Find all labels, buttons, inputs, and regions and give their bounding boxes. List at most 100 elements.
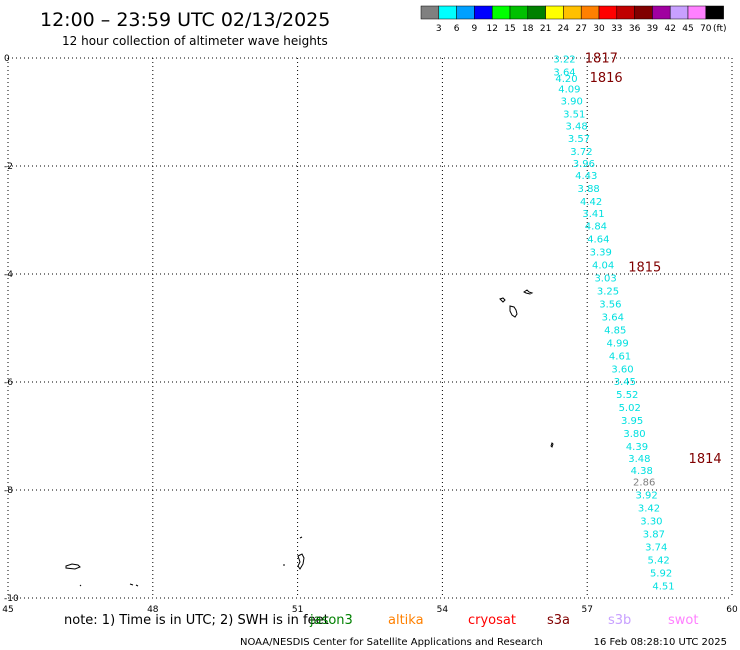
colorbar-swatch	[634, 5, 653, 20]
track-id-label: 1814	[689, 452, 722, 467]
wave-height-label: 3.88	[578, 184, 600, 195]
wave-height-label: 3.80	[623, 429, 645, 440]
wave-height-label: 3.60	[611, 364, 633, 375]
wave-height-label: 4.85	[604, 325, 626, 336]
wave-height-label: 3.64	[602, 312, 624, 323]
colorbar-tick-label: 27	[575, 24, 586, 34]
wave-height-label: 3.90	[561, 96, 583, 107]
y-tick-label: -2	[4, 162, 13, 172]
track-id-label: 1816	[590, 71, 623, 86]
colorbar-tick-label: 39	[647, 24, 659, 34]
island-aldabra	[65, 563, 81, 570]
colorbar-swatch	[545, 5, 564, 20]
colorbar-tick-label: 30	[593, 24, 605, 34]
satellite-legend-cryosat: cryosat	[468, 613, 516, 628]
wave-height-label: 3.22	[553, 54, 575, 65]
wave-height-label: 4.43	[575, 171, 597, 182]
island-assumption	[79, 584, 82, 587]
satellite-legend-swot: swot	[668, 613, 698, 628]
colorbar-swatch	[456, 5, 475, 20]
wave-height-label: 3.56	[599, 299, 621, 310]
wave-height-label: 5.92	[650, 568, 672, 579]
island-mahe	[509, 305, 518, 318]
map-subtitle: 12 hour collection of altimeter wave hei…	[62, 34, 328, 48]
coastlines	[65, 289, 554, 587]
x-tick-label: 60	[726, 605, 738, 615]
x-tick-label: 54	[437, 605, 449, 615]
colorbar-swatch	[598, 5, 618, 20]
y-tick-label: -8	[4, 486, 13, 496]
wave-height-label: 4.99	[607, 338, 629, 349]
wave-height-label: 4.38	[631, 466, 653, 477]
footer-timestamp: 16 Feb 08:28:10 UTC 2025	[594, 637, 727, 648]
satellite-legend: jason3 altika cryosat s3a s3b swot	[309, 613, 698, 628]
wave-height-label: 4.51	[652, 581, 674, 592]
satellite-legend-s3a: s3a	[547, 613, 570, 628]
track-id-label: 1817	[585, 51, 618, 66]
wave-height-label: 3.48	[628, 454, 650, 465]
island-providence	[299, 536, 303, 539]
wave-height-label: 3.96	[573, 159, 595, 170]
colorbar-tick-label: 6	[454, 24, 460, 34]
y-tick-label: -6	[4, 378, 13, 388]
colorbar-swatch	[563, 5, 582, 20]
colorbar-tick-label: 18	[522, 24, 534, 34]
colorbar-tick-label: 45	[682, 24, 693, 34]
colorbar-swatch	[491, 5, 511, 20]
colorbar-tick-label: 21	[540, 24, 551, 34]
wave-height-labels: 3.223.644.204.093.903.513.483.573.723.96…	[553, 54, 674, 592]
wave-height-label: 4.20	[555, 74, 577, 85]
wave-height-label: 4.84	[585, 222, 607, 233]
colorbar-tick-label: 33	[611, 24, 622, 34]
colorbar-swatch	[616, 5, 635, 20]
y-tick-label: 0	[4, 54, 10, 64]
island-platte	[550, 442, 554, 448]
wave-height-label: 3.92	[635, 491, 657, 502]
island-praslin	[499, 297, 506, 303]
wave-height-label: 3.51	[563, 109, 585, 120]
colorbar-tick-label: 3	[436, 24, 442, 34]
map-grid: 45 48 51 54 57 60 0 -2 -4 -6 -8 -10	[2, 54, 738, 615]
wave-height-label: 3.42	[638, 504, 660, 515]
wave-height-colorbar: 3 6 9 12 15 18 21 24 27 30 33 36 39 42 45 70	[420, 5, 724, 34]
satellite-legend-jason3: jason3	[309, 613, 353, 628]
wave-height-label: 4.64	[587, 235, 609, 246]
colorbar-swatch	[580, 5, 600, 20]
wave-height-label: 3.30	[640, 517, 662, 528]
x-tick-label: 57	[581, 605, 592, 615]
wave-height-label: 3.45	[614, 377, 636, 388]
y-tick-label: -4	[4, 270, 13, 280]
island-la-digue	[523, 289, 534, 295]
colorbar-tick-label: 36	[629, 24, 641, 34]
footer-note: note: 1) Time is in UTC; 2) SWH is in fe…	[64, 613, 329, 628]
footer-credit: NOAA/NESDIS Center for Satellite Applica…	[240, 637, 543, 648]
colorbar-swatch	[687, 5, 707, 20]
colorbar-swatch	[474, 5, 493, 20]
wave-height-label: 3.64	[553, 67, 575, 78]
wave-height-label: 3.95	[621, 416, 643, 427]
colorbar-swatch	[509, 5, 529, 20]
x-tick-label: 51	[292, 605, 303, 615]
x-tick-label: 45	[2, 605, 13, 615]
wave-height-label: 4.42	[580, 197, 602, 208]
wave-height-label: 4.61	[609, 351, 631, 362]
wave-height-label: 3.87	[643, 530, 665, 541]
wave-height-label: 3.03	[594, 274, 616, 285]
y-tick-label: -10	[4, 594, 19, 604]
colorbar-tick-label: 12	[486, 24, 497, 34]
track-id-labels: 1817 1816 1815 1814	[585, 51, 722, 467]
colorbar-tick-label: 42	[664, 24, 675, 34]
colorbar-swatch	[669, 5, 689, 20]
x-tick-label: 48	[147, 605, 159, 615]
wave-height-label: 4.09	[558, 85, 580, 96]
wave-height-label: 3.57	[568, 134, 590, 145]
colorbar-swatch	[527, 5, 546, 20]
track-id-label: 1815	[628, 260, 661, 275]
colorbar-tick-label: 9	[472, 24, 478, 34]
wave-height-label: 5.52	[616, 390, 638, 401]
colorbar-swatch	[420, 5, 440, 20]
wave-height-label: 5.42	[648, 555, 670, 566]
wave-height-label: 5.02	[619, 403, 641, 414]
satellite-legend-s3b: s3b	[608, 613, 631, 628]
satellite-legend-altika: altika	[388, 613, 424, 628]
